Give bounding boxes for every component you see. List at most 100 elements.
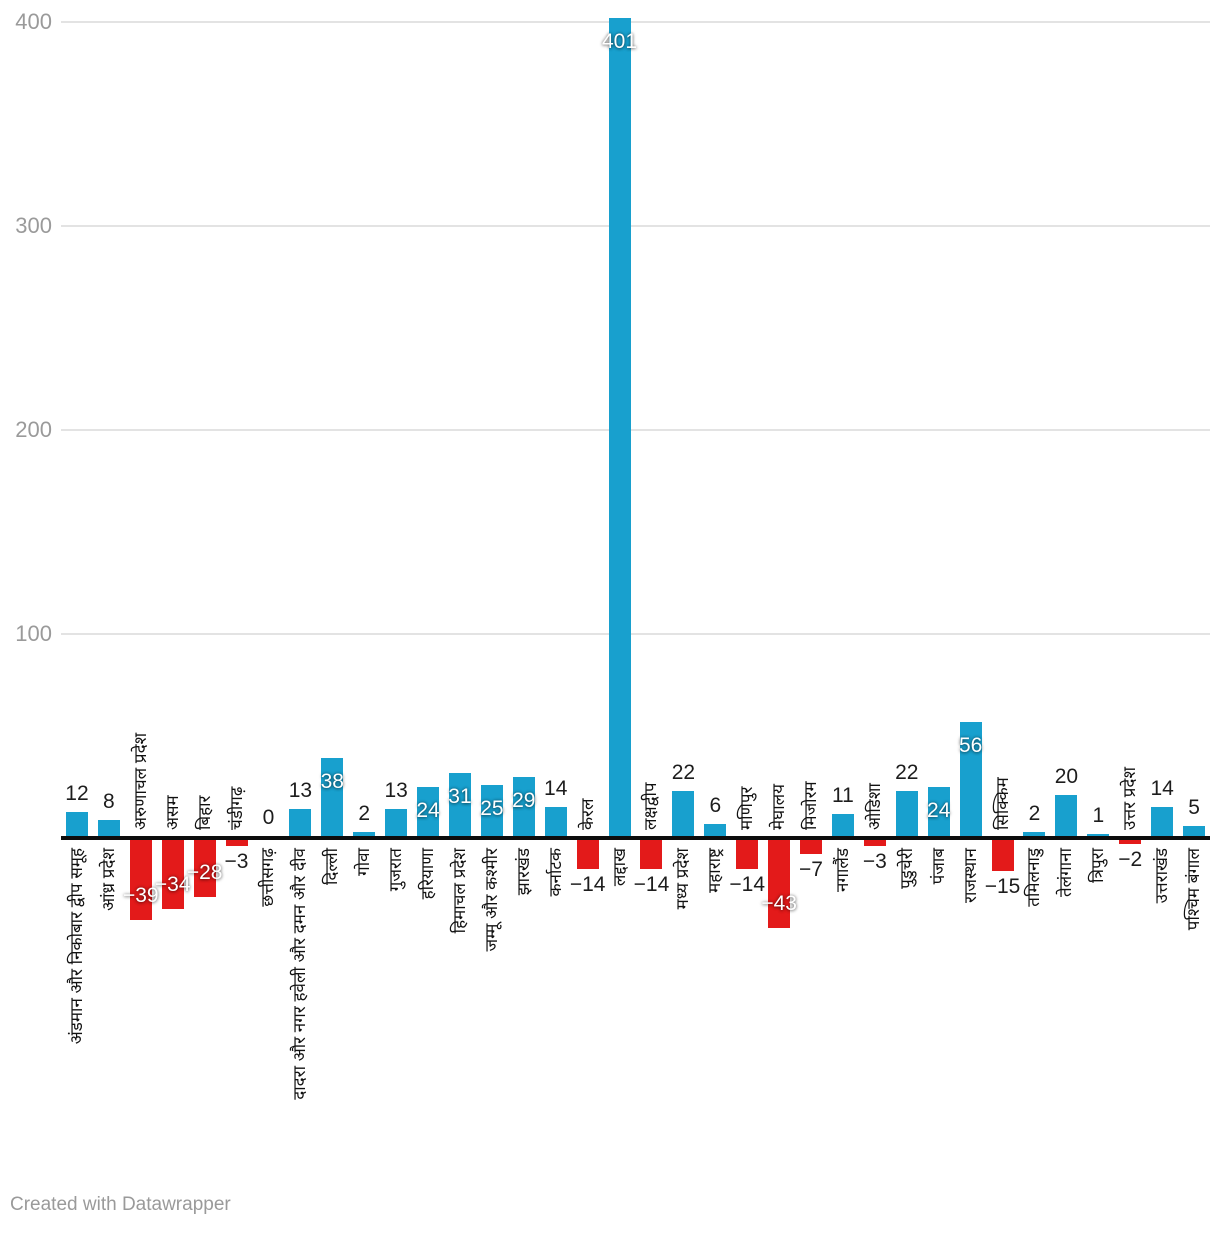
bar-13 [480,785,503,836]
bar-2 [129,840,152,920]
bar-30 [1023,831,1046,836]
category-label-28: राजस्थान [960,848,980,903]
bar-23 [800,840,823,855]
category-label-3: असम [162,795,182,830]
category-label-30: तमिलनाडु [1024,848,1044,907]
value-label-12: 31 [448,784,472,808]
value-label-16: −14 [569,872,606,896]
value-label-11: 24 [416,799,440,823]
bar-15 [544,807,567,836]
gridline-300 [61,225,1210,227]
category-label-31: तेलंगाना [1056,848,1076,898]
value-label-28: 56 [958,733,983,757]
category-label-15: कर्नाटक [545,848,565,897]
category-label-7: दादरा और नगर हवेली और दमन और दीव [290,848,310,1100]
value-label-7: 13 [288,779,313,803]
value-label-19: 22 [671,761,696,785]
bar-5 [225,840,248,847]
category-label-21: मणिपुर [737,786,757,830]
category-label-6: छत्तीसगढ़ [258,848,278,907]
category-label-29: सिक्किम [992,777,1012,830]
value-label-13: 25 [480,797,504,820]
category-label-32: त्रिपुरा [1088,848,1108,883]
bar-9 [353,831,376,836]
bar-1 [97,819,120,836]
category-label-13: जम्मू और कश्मीर [481,848,501,952]
datawrapper-credit: Created with Datawrapper [10,1194,231,1215]
y-tick-label-200: 200 [15,417,52,442]
value-label-4: −28 [186,861,223,885]
value-label-29: −15 [984,874,1021,898]
value-label-25: −3 [862,850,887,874]
bar-10 [385,809,408,836]
value-label-18: −14 [633,872,670,896]
value-label-21: −14 [729,872,766,896]
value-label-30: 2 [1028,801,1041,825]
bar-26 [895,791,918,836]
y-tick-label-300: 300 [15,213,52,238]
bar-14 [512,776,535,836]
category-label-22: मेघालय [769,783,789,830]
category-label-33: उत्तर प्रदेश [1120,767,1140,830]
value-label-31: 20 [1054,765,1079,789]
bar-17 [608,17,631,836]
category-label-9: गोवा [354,848,374,876]
value-label-8: 38 [320,770,344,794]
value-label-26: 22 [895,761,919,785]
category-label-24: नगालैंड [832,848,852,893]
value-label-0: 12 [65,781,89,805]
bar-20 [704,823,727,836]
value-label-35: 5 [1188,795,1200,819]
value-label-34: 14 [1150,777,1174,801]
bar-35 [1183,825,1206,836]
value-label-24: 11 [832,783,854,807]
bar-4 [193,840,216,898]
bar-31 [1055,795,1078,836]
value-label-5: −3 [224,850,249,874]
category-label-20: महाराष्ट्र [705,848,725,893]
category-label-12: हिमाचल प्रदेश [449,848,469,934]
category-label-17: लद्दाख [609,848,629,887]
y-tick-label-400: 400 [15,9,52,34]
category-label-27: पंजाब [928,848,948,885]
value-label-33: −2 [1118,848,1143,872]
value-label-27: 24 [927,799,951,823]
value-label-1: 8 [103,789,115,813]
category-label-11: हरियाणा [418,848,438,900]
bar-29 [991,840,1014,871]
category-label-14: झारखंड [513,848,533,896]
value-label-32: 1 [1092,803,1105,827]
category-label-5: चंडीगढ़ [226,786,246,830]
bar-21 [736,840,759,869]
category-label-25: ओडिशा [864,783,884,830]
bar-19 [672,791,695,836]
category-label-1: आंध्र प्रदेश [98,848,118,911]
value-label-17: 401 [602,29,638,53]
category-label-19: मध्य प्रदेश [673,848,693,910]
category-label-34: उत्तराखंड [1152,848,1172,904]
bar-27 [927,787,950,836]
value-label-15: 14 [544,777,568,801]
bar-24 [831,813,854,836]
bar-7 [289,809,312,836]
y-tick-label-100: 100 [15,621,52,646]
value-label-10: 13 [384,779,408,803]
bar-22 [768,840,791,928]
bar-12 [448,772,471,836]
category-label-26: पुडुचेरी [896,848,916,889]
bar-16 [576,840,599,869]
bar-11 [417,787,440,836]
bar-28 [959,721,982,836]
value-label-6: 0 [262,806,275,829]
value-label-9: 2 [358,801,371,825]
category-label-8: दिल्ली [322,848,342,886]
value-label-14: 29 [512,788,536,812]
value-label-23: −7 [799,858,823,882]
category-label-10: गुजरात [386,848,406,892]
category-label-2: अरुणाचल प्रदेश [130,732,150,830]
bar-8 [321,758,344,836]
category-label-23: मिजोरम [801,781,821,830]
category-label-4: बिहार [194,795,214,831]
value-label-2: −39 [122,883,159,907]
